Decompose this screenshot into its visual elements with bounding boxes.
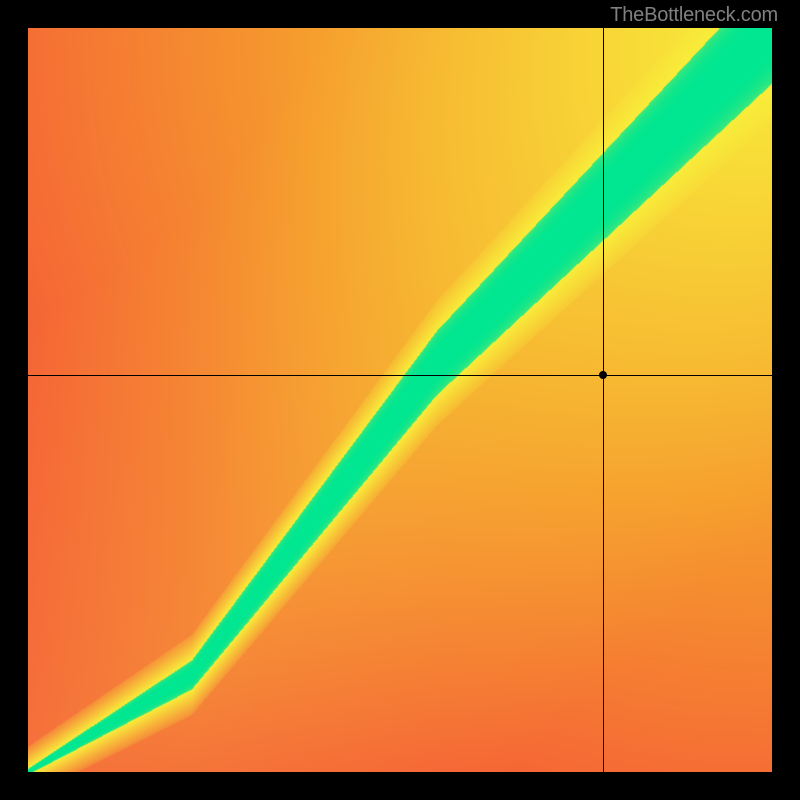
crosshair-horizontal (28, 375, 772, 376)
crosshair-vertical (603, 28, 604, 772)
chart-container: TheBottleneck.com (0, 0, 800, 800)
watermark-text: TheBottleneck.com (610, 4, 778, 27)
marker-dot (599, 371, 607, 379)
heatmap-canvas (28, 28, 772, 772)
plot-area (28, 28, 772, 772)
